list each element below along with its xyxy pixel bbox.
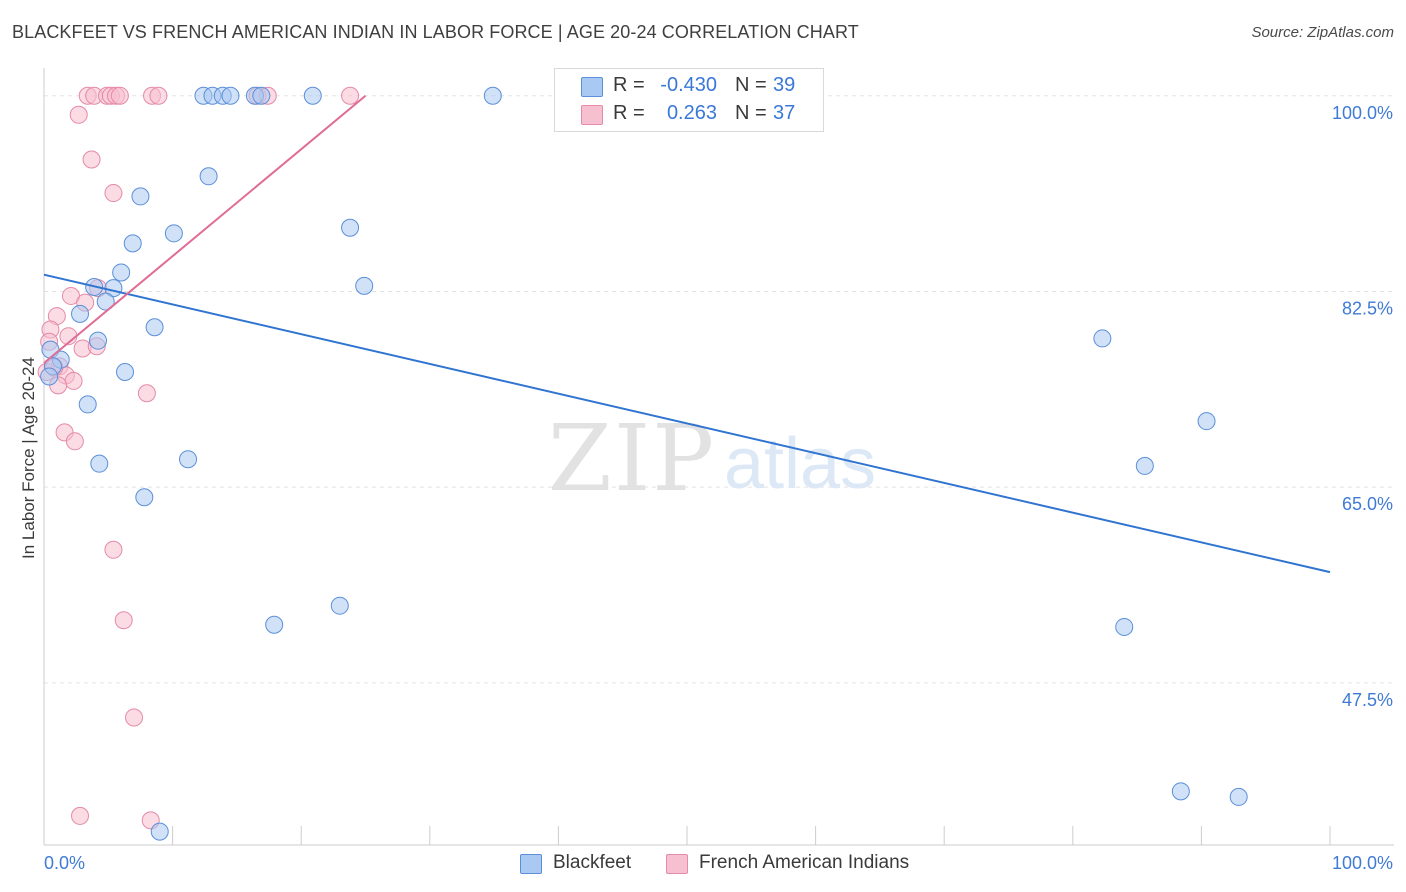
- legend-n-label: N =: [735, 102, 767, 124]
- y-axis-label: In Labor Force | Age 20-24: [19, 357, 38, 559]
- blackfeet-point: [131, 187, 150, 206]
- legend-label-blackfeet: Blackfeet: [553, 852, 632, 873]
- blackfeet-point: [199, 167, 218, 186]
- label-layer: 100.0% 82.5% 65.0% 47.5% 0.0% 100.0%: [44, 103, 1393, 873]
- blackfeet-point: [116, 362, 135, 381]
- blackfeet-point: [90, 454, 109, 473]
- blackfeet-trend-line: [43, 273, 1331, 574]
- grid-layer: [44, 95, 1394, 684]
- blackfeet-point: [135, 488, 154, 507]
- blackfeet-point: [330, 596, 349, 615]
- legend-swatch-blackfeet: [581, 77, 603, 97]
- french-point: [125, 708, 144, 727]
- blackfeet-point: [145, 318, 164, 337]
- french-point: [82, 150, 101, 169]
- blackfeet-point: [96, 292, 115, 311]
- blackfeet-point: [341, 218, 360, 237]
- trend-layer: [43, 95, 1331, 574]
- legend-swatch-french: [581, 105, 603, 125]
- blackfeet-point: [71, 304, 90, 323]
- blackfeet-point: [1135, 456, 1154, 475]
- french-trend-line: [43, 95, 367, 364]
- french-point: [65, 432, 84, 451]
- legend-r-label: R =: [613, 102, 645, 124]
- blackfeet-point: [89, 331, 108, 350]
- blackfeet-point: [1229, 787, 1248, 806]
- blackfeet-point: [1115, 617, 1134, 636]
- blackfeet-point: [265, 615, 284, 634]
- blackfeet-point: [164, 224, 183, 243]
- watermark-zip: ZIP: [548, 405, 716, 512]
- points-layer: [37, 86, 1248, 841]
- blackfeet-point: [252, 86, 271, 105]
- blackfeet-point: [123, 234, 142, 253]
- legend-r-label: R =: [613, 74, 645, 96]
- legend-r-value: -0.430: [660, 74, 717, 96]
- french-point: [71, 806, 90, 825]
- legend-r-value: 0.263: [666, 102, 717, 124]
- x-tick-label: 100.0%: [1332, 853, 1393, 873]
- french-point: [137, 384, 156, 403]
- legend-n-value: 39: [773, 74, 796, 96]
- watermark: ZIP atlas: [548, 405, 876, 512]
- x-tick-label: 0.0%: [44, 853, 85, 873]
- french-point: [114, 611, 133, 630]
- legend-swatch-blackfeet: [520, 854, 542, 874]
- blackfeet-point: [303, 86, 322, 105]
- blackfeet-point: [1093, 329, 1112, 348]
- french-point: [69, 105, 88, 124]
- legend-swatch-french: [666, 854, 688, 874]
- french-point: [341, 86, 360, 105]
- blackfeet-point: [483, 86, 502, 105]
- axis-layer: [43, 68, 1394, 846]
- watermark-atlas: atlas: [724, 424, 876, 504]
- blackfeet-point: [221, 86, 240, 105]
- blackfeet-point: [150, 822, 169, 841]
- blackfeet-point: [1197, 412, 1216, 431]
- legend-label-french: French American Indians: [699, 852, 910, 873]
- legend-row-french: R = 0.263 N = 37: [555, 101, 823, 127]
- series-legend: Blackfeet French American Indians: [0, 852, 1406, 876]
- legend-n-label: N =: [735, 74, 767, 96]
- blackfeet-point: [40, 367, 59, 386]
- french-point: [110, 86, 129, 105]
- french-point: [104, 184, 123, 203]
- correlation-legend: R = -0.430 N = 39 R = 0.263 N = 37: [554, 68, 824, 132]
- y-tick-label: 47.5%: [1342, 690, 1393, 710]
- french-point: [149, 86, 168, 105]
- blackfeet-point: [1171, 782, 1190, 801]
- blackfeet-point: [179, 450, 198, 469]
- french-point: [64, 371, 83, 390]
- blackfeet-point: [355, 276, 374, 295]
- blackfeet-point: [78, 395, 97, 414]
- legend-n-value: 37: [773, 102, 796, 124]
- blackfeet-point: [112, 263, 131, 282]
- source-credit: Source: ZipAtlas.com: [1251, 24, 1394, 41]
- y-tick-label: 100.0%: [1332, 103, 1393, 123]
- y-tick-label: 65.0%: [1342, 494, 1393, 514]
- legend-row-blackfeet: R = -0.430 N = 39: [555, 73, 823, 99]
- y-tick-label: 82.5%: [1342, 298, 1393, 318]
- chart-title: BLACKFEET VS FRENCH AMERICAN INDIAN IN L…: [12, 22, 859, 42]
- french-point: [104, 540, 123, 559]
